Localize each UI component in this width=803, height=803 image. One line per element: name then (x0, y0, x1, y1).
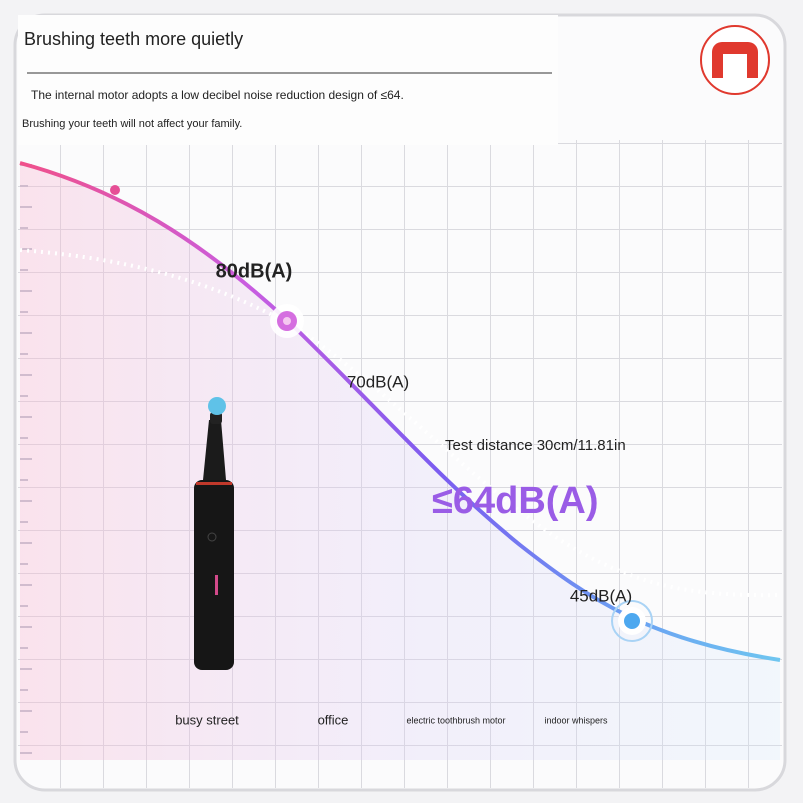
category-label: electric toothbrush motor (406, 715, 505, 725)
intro-line: The internal motor adopts a low decibel … (31, 88, 404, 102)
curve-label: 80dB(A) (216, 260, 293, 282)
point (624, 613, 640, 629)
title: Brushing teeth more quietly (24, 29, 243, 49)
point-ring (611, 600, 653, 642)
header-box (18, 15, 558, 145)
logo (712, 42, 758, 78)
curve-label: 45dB(A) (570, 586, 632, 605)
curve-label: Test distance 30cm/11.81in (445, 437, 626, 454)
category-label: office (318, 712, 349, 727)
highlight-label: ≤64dB(A) (432, 480, 599, 522)
logo-ring (700, 25, 770, 95)
toothbrush (194, 397, 234, 670)
point-core (283, 317, 291, 325)
intro-line: Brushing your teeth will not affect your… (22, 118, 242, 130)
curve-label: 70dB(A) (347, 372, 409, 391)
category-label: busy street (175, 712, 239, 727)
dotted-curve (19, 248, 781, 598)
curve-dot (110, 185, 120, 195)
category-label: indoor whispers (544, 715, 608, 725)
